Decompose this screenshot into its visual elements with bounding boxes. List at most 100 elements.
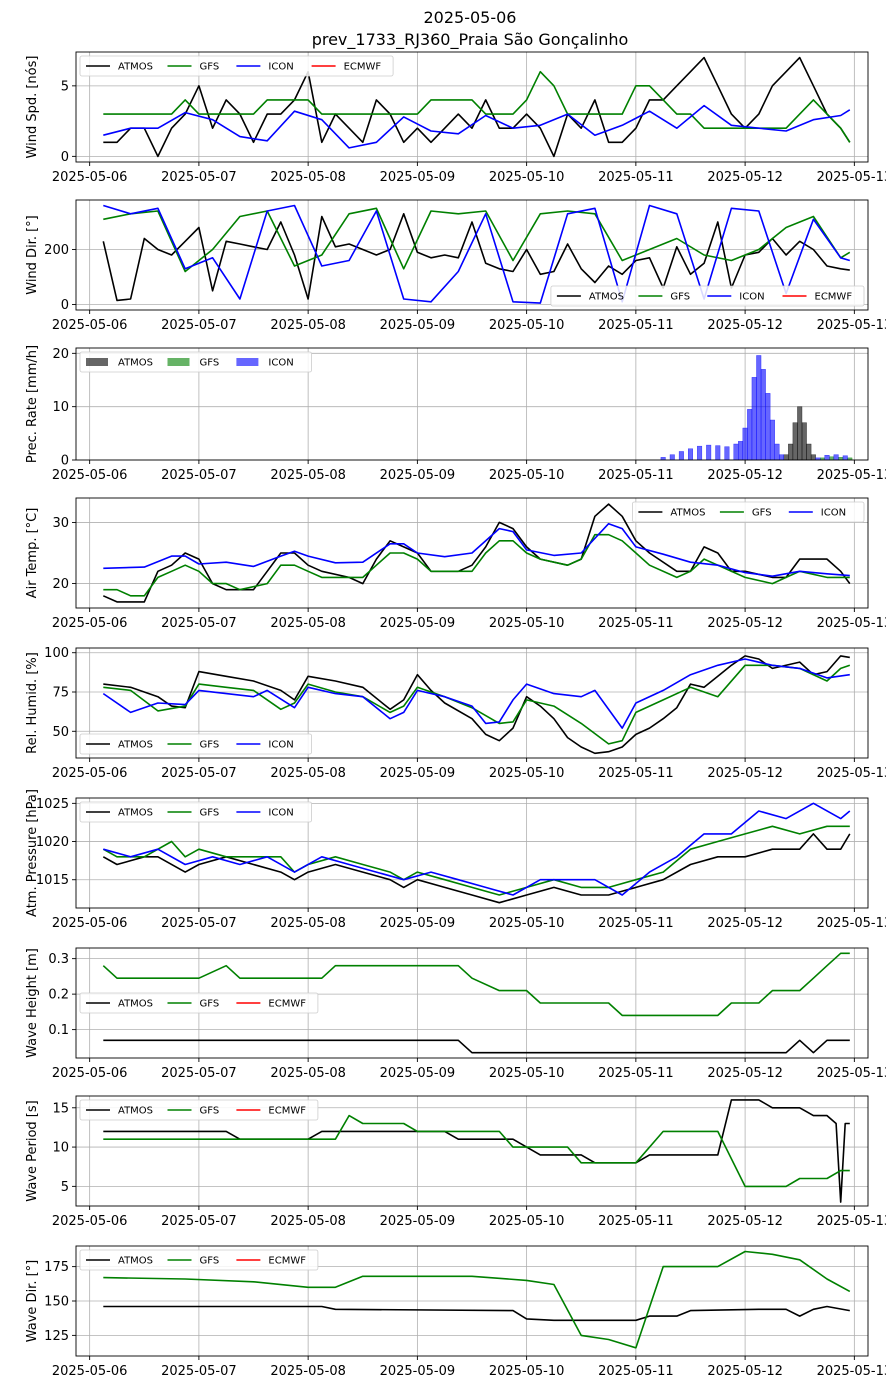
y-tick-label: 20 bbox=[52, 577, 69, 592]
y-tick-label: 200 bbox=[44, 243, 69, 258]
axes-frame bbox=[75, 347, 869, 461]
series-icon bbox=[660, 355, 848, 460]
bar-icon bbox=[774, 443, 780, 460]
x-tick-label: 2025-05-08 bbox=[270, 1066, 346, 1081]
x-tick-label: 2025-05-06 bbox=[52, 1364, 128, 1379]
x-tick-label: 2025-05-08 bbox=[270, 468, 346, 483]
y-tick-label: 20 bbox=[52, 347, 69, 362]
x-tick-label: 2025-05-13 bbox=[817, 916, 886, 931]
legend-box bbox=[632, 501, 865, 523]
y-tick-label: 0 bbox=[61, 298, 69, 313]
bar-icon bbox=[678, 451, 684, 460]
x-tick-label: 2025-05-09 bbox=[380, 318, 456, 333]
y-tick-label: 1020 bbox=[36, 835, 69, 850]
bar-icon bbox=[833, 454, 839, 460]
x-tick-label: 2025-05-07 bbox=[161, 318, 237, 333]
bar-icon bbox=[824, 455, 830, 460]
bar-icon bbox=[769, 419, 775, 460]
y-axis-label: Wind Dir. [°] bbox=[25, 215, 40, 295]
x-tick-label: 2025-05-06 bbox=[52, 616, 128, 631]
x-tick-label: 2025-05-13 bbox=[817, 170, 886, 185]
bar-icon bbox=[747, 409, 753, 460]
legend-label-atmos: ATMOS bbox=[118, 740, 153, 751]
x-tick-label: 2025-05-08 bbox=[270, 1364, 346, 1379]
axes-frame bbox=[75, 1095, 869, 1207]
bar-atmos bbox=[788, 443, 794, 460]
panel-4: 2025-05-06 2025-05-07 2025-05-08 2025-05-09… bbox=[25, 497, 886, 631]
bar-atmos bbox=[801, 422, 807, 460]
y-tick-label: 5 bbox=[61, 79, 69, 94]
x-tick-label: 2025-05-09 bbox=[380, 1214, 456, 1229]
y-tick-label: 10 bbox=[52, 1141, 69, 1156]
y-tick-label: 1025 bbox=[36, 797, 69, 812]
legend-label-atmos: ATMOS bbox=[118, 808, 153, 819]
bar-icon bbox=[779, 454, 784, 460]
x-tick-label: 2025-05-12 bbox=[707, 468, 783, 483]
x-tick-label: 2025-05-10 bbox=[489, 766, 565, 781]
legend-box bbox=[79, 351, 313, 373]
legend-label-gfs: GFS bbox=[200, 1106, 220, 1117]
plot-area bbox=[103, 1099, 850, 1203]
series-line-gfs bbox=[102, 825, 850, 896]
series-line-atmos bbox=[103, 1039, 850, 1054]
bar-icon bbox=[765, 393, 771, 460]
y-tick-label: 150 bbox=[44, 1295, 69, 1310]
x-tick-label: 2025-05-11 bbox=[598, 1066, 674, 1081]
plot-area bbox=[103, 56, 851, 158]
legend-label-icon: ICON bbox=[268, 740, 293, 751]
y-tick-label: 0.1 bbox=[48, 1023, 69, 1038]
plot-area bbox=[660, 355, 853, 460]
y-axis-label: Wave Dir. [°] bbox=[25, 1260, 40, 1343]
x-tick-label: 2025-05-07 bbox=[161, 468, 237, 483]
plot-area bbox=[102, 655, 851, 755]
plot-area bbox=[102, 204, 851, 304]
legend-label-gfs: GFS bbox=[200, 62, 220, 73]
x-tick-label: 2025-05-06 bbox=[52, 766, 128, 781]
x-tick-label: 2025-05-09 bbox=[380, 616, 456, 631]
x-tick-label: 2025-05-08 bbox=[270, 318, 346, 333]
x-tick-label: 2025-05-06 bbox=[52, 170, 128, 185]
panel-3: 2025-05-06 2025-05-07 2025-05-08 2025-05-09… bbox=[25, 345, 886, 483]
y-tick-label: 1015 bbox=[36, 873, 69, 888]
x-tick-label: 2025-05-10 bbox=[489, 1066, 565, 1081]
series-line-atmos bbox=[102, 503, 851, 603]
legend: ATMOS GFS ICON bbox=[79, 733, 313, 755]
bar-icon bbox=[733, 443, 739, 460]
y-tick-label: 125 bbox=[44, 1329, 69, 1344]
x-tick-label: 2025-05-06 bbox=[52, 468, 128, 483]
legend-label-gfs: GFS bbox=[200, 1256, 220, 1267]
x-tick-label: 2025-05-07 bbox=[161, 1066, 237, 1081]
legend-swatch-icon bbox=[236, 358, 259, 366]
x-tick-label: 2025-05-10 bbox=[489, 318, 565, 333]
plot-area bbox=[102, 802, 851, 904]
series-line-icon bbox=[103, 204, 851, 304]
legend-swatch-atmos bbox=[86, 358, 108, 366]
series-line-atmos bbox=[103, 56, 851, 158]
bar-icon bbox=[706, 444, 712, 460]
x-tick-label: 2025-05-06 bbox=[52, 916, 128, 931]
series-line-icon bbox=[103, 522, 850, 577]
x-tick-label: 2025-05-11 bbox=[598, 170, 674, 185]
legend: ATMOS GFS ECMWF bbox=[79, 1249, 319, 1271]
legend: ATMOS GFS ICON ECMWF bbox=[550, 285, 865, 307]
legend-box bbox=[79, 733, 313, 755]
y-tick-label: 50 bbox=[52, 725, 69, 740]
x-tick-label: 2025-05-08 bbox=[270, 1214, 346, 1229]
panel-7: 2025-05-06 2025-05-07 2025-05-08 2025-05-09… bbox=[25, 947, 886, 1081]
y-tick-label: 30 bbox=[52, 516, 69, 531]
x-tick-label: 2025-05-11 bbox=[598, 468, 674, 483]
y-tick-label: 5 bbox=[61, 1180, 69, 1195]
bar-atmos bbox=[806, 443, 812, 460]
x-tick-label: 2025-05-12 bbox=[707, 1066, 783, 1081]
axes-frame bbox=[75, 797, 869, 909]
x-tick-label: 2025-05-06 bbox=[52, 318, 128, 333]
series-line-atmos bbox=[102, 833, 851, 904]
x-tick-label: 2025-05-09 bbox=[380, 1364, 456, 1379]
series-line-icon bbox=[102, 658, 850, 729]
axes-frame bbox=[75, 947, 869, 1059]
bar-gfs bbox=[829, 456, 835, 460]
legend-box bbox=[79, 801, 313, 823]
bar-icon bbox=[738, 441, 744, 460]
x-tick-label: 2025-05-13 bbox=[817, 1364, 886, 1379]
